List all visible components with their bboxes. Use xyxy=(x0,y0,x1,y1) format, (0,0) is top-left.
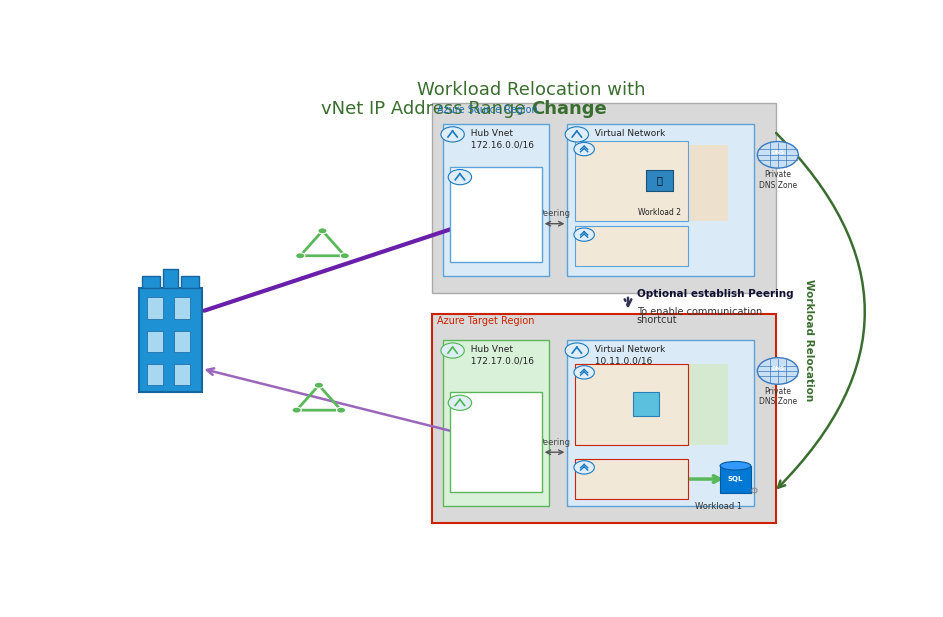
Text: Gateway
Subnet
172.17.1.0/25: Gateway Subnet 172.17.1.0/25 xyxy=(475,428,534,457)
Text: Subnet
10.1.1.0/24: Subnet 10.1.1.0/24 xyxy=(587,146,636,165)
Bar xyxy=(451,392,542,492)
Bar xyxy=(174,297,190,319)
Circle shape xyxy=(574,143,594,155)
Circle shape xyxy=(565,343,588,358)
Bar xyxy=(140,288,202,392)
Text: To enable communication: To enable communication xyxy=(637,307,762,317)
Bar xyxy=(163,269,178,288)
Text: Private
DNS Zone: Private DNS Zone xyxy=(759,387,797,406)
Text: Subnet
10.11.1.0/24: Subnet 10.11.1.0/24 xyxy=(587,368,640,388)
Bar xyxy=(688,146,728,222)
Text: Azure Target Region: Azure Target Region xyxy=(437,317,534,326)
Bar xyxy=(181,276,199,288)
Text: DNS: DNS xyxy=(771,366,785,371)
Text: Workload 2: Workload 2 xyxy=(637,207,681,217)
Circle shape xyxy=(314,382,323,388)
Bar xyxy=(141,276,160,288)
Text: Workload Relocation with: Workload Relocation with xyxy=(417,81,645,99)
Bar xyxy=(574,226,688,267)
Circle shape xyxy=(340,253,349,259)
Text: 10.11.0.0/16: 10.11.0.0/16 xyxy=(589,357,653,366)
Text: Change: Change xyxy=(531,100,606,118)
Text: Hub Vnet: Hub Vnet xyxy=(465,129,513,138)
Text: DNS: DNS xyxy=(771,151,785,155)
Circle shape xyxy=(337,407,346,413)
Bar xyxy=(174,364,190,385)
Bar xyxy=(147,364,163,385)
Bar xyxy=(443,124,549,276)
Bar xyxy=(720,466,751,494)
Text: Azure Source Region: Azure Source Region xyxy=(437,105,538,115)
Text: Virtual Network: Virtual Network xyxy=(589,129,666,138)
Text: Optional establish Peering: Optional establish Peering xyxy=(637,289,793,299)
Bar xyxy=(647,170,672,191)
Ellipse shape xyxy=(720,462,751,470)
Text: Virtual Network: Virtual Network xyxy=(589,345,666,354)
Text: 172.16.0.0/16: 172.16.0.0/16 xyxy=(465,141,534,149)
Circle shape xyxy=(292,407,301,413)
Circle shape xyxy=(448,170,472,184)
Text: Hub Vnet: Hub Vnet xyxy=(465,345,513,354)
Text: Subnet
10.11.2.0/24: Subnet 10.11.2.0/24 xyxy=(587,463,640,483)
Text: Workload 1: Workload 1 xyxy=(695,502,742,511)
Bar xyxy=(568,340,753,507)
Circle shape xyxy=(757,141,799,168)
Bar xyxy=(633,392,659,416)
Text: Gateway
Subnet
172.16.1.0/25: Gateway Subnet 172.16.1.0/25 xyxy=(475,199,534,229)
Circle shape xyxy=(448,395,472,410)
Bar xyxy=(451,167,542,262)
Bar xyxy=(443,340,549,507)
Text: Peering: Peering xyxy=(538,437,571,447)
Bar xyxy=(574,459,688,499)
Text: 10.1.0.0/16: 10.1.0.0/16 xyxy=(589,141,647,149)
Bar xyxy=(432,102,775,292)
Text: Private
DNS Zone: Private DNS Zone xyxy=(759,170,797,190)
Circle shape xyxy=(441,343,464,358)
Circle shape xyxy=(574,228,594,241)
Text: SQL: SQL xyxy=(728,476,743,482)
Circle shape xyxy=(757,358,799,384)
Bar xyxy=(688,364,728,445)
Circle shape xyxy=(318,228,327,234)
Text: ⚙: ⚙ xyxy=(750,486,758,496)
Circle shape xyxy=(574,366,594,379)
Text: vNet IP Address Range: vNet IP Address Range xyxy=(321,100,531,118)
Bar xyxy=(574,364,688,445)
Text: 🐧: 🐧 xyxy=(656,175,663,185)
Text: Subnet
10.1.2.0/24: Subnet 10.1.2.0/24 xyxy=(587,231,636,251)
Circle shape xyxy=(565,126,588,142)
Circle shape xyxy=(296,253,305,259)
Circle shape xyxy=(574,461,594,474)
Bar xyxy=(568,124,753,276)
Text: Workload Relocation: Workload Relocation xyxy=(803,279,814,401)
Text: Peering: Peering xyxy=(538,209,571,218)
Text: 172.17.0.0/16: 172.17.0.0/16 xyxy=(465,357,534,366)
Bar xyxy=(174,331,190,352)
Bar xyxy=(147,331,163,352)
Bar xyxy=(574,141,688,222)
Bar xyxy=(432,314,775,523)
Bar xyxy=(147,297,163,319)
Text: shortcut: shortcut xyxy=(637,315,677,325)
Circle shape xyxy=(441,126,464,142)
